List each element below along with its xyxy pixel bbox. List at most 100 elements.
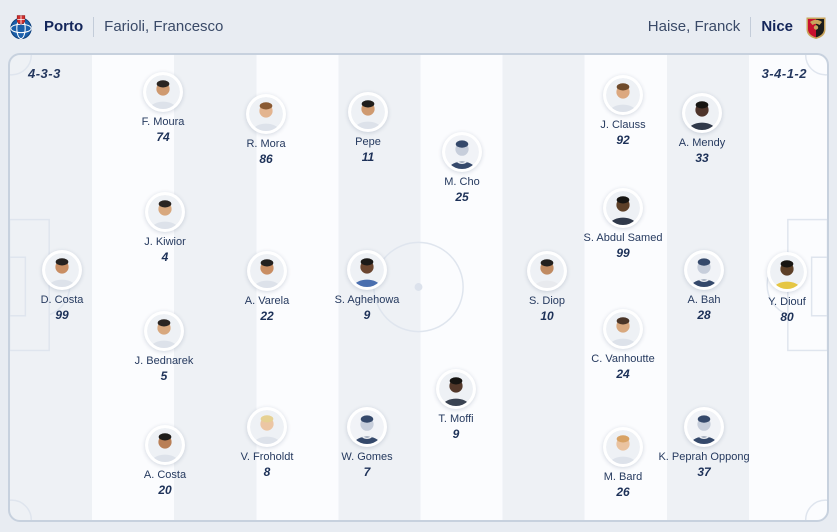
- player-name: V. Froholdt: [240, 451, 294, 463]
- player-number: 20: [158, 483, 172, 497]
- player-avatar[interactable]: [347, 407, 387, 447]
- player-photo-icon: [770, 255, 804, 289]
- lineups-header: Porto Farioli, Francesco Haise, Franck N…: [0, 0, 837, 53]
- player-j-bednarek[interactable]: J. Bednarek 5: [99, 311, 229, 383]
- player-avatar[interactable]: [143, 72, 183, 112]
- player-avatar[interactable]: [684, 250, 724, 290]
- player-v-froholdt[interactable]: V. Froholdt 8: [202, 407, 332, 479]
- player-number: 92: [616, 133, 630, 147]
- player-number: 4: [161, 250, 169, 264]
- player-number: 5: [160, 369, 168, 383]
- player-name: J. Kiwior: [144, 236, 186, 248]
- player-avatar[interactable]: [145, 192, 185, 232]
- player-avatar[interactable]: [347, 250, 387, 290]
- player-number: 22: [260, 309, 274, 323]
- player-m-cho[interactable]: M. Cho 25: [397, 132, 527, 204]
- player-j-clauss[interactable]: J. Clauss 92: [558, 75, 688, 147]
- player-avatar[interactable]: [145, 425, 185, 465]
- player-number: 74: [156, 130, 170, 144]
- player-avatar[interactable]: [767, 252, 807, 292]
- player-avatar[interactable]: [436, 369, 476, 409]
- player-t-moffi[interactable]: T. Moffi 9: [391, 369, 521, 441]
- player-avatar[interactable]: [42, 250, 82, 290]
- header-divider: [750, 16, 752, 37]
- player-name: J. Bednarek: [134, 355, 194, 367]
- player-avatar[interactable]: [684, 407, 724, 447]
- player-s-diop[interactable]: S. Diop 10: [482, 251, 612, 323]
- home-team-group: Porto Farioli, Francesco: [8, 14, 223, 40]
- player-placeholder-icon: [687, 410, 721, 444]
- player-photo-icon: [250, 410, 284, 444]
- player-photo-icon: [148, 428, 182, 462]
- player-s-abdul-samed[interactable]: S. Abdul Samed 99: [558, 188, 688, 260]
- away-team-group: Haise, Franck Nice: [648, 14, 829, 40]
- player-w-gomes[interactable]: W. Gomes 7: [302, 407, 432, 479]
- player-avatar[interactable]: [246, 94, 286, 134]
- player-number: 86: [259, 152, 273, 166]
- header-divider: [93, 16, 95, 37]
- player-number: 24: [616, 367, 630, 381]
- player-m-bard[interactable]: M. Bard 26: [558, 427, 688, 499]
- player-number: 99: [55, 308, 69, 322]
- player-number: 33: [695, 151, 709, 165]
- away-team-name[interactable]: Nice: [761, 18, 793, 35]
- player-s-aghehowa[interactable]: S. Aghehowa 9: [302, 250, 432, 322]
- player-name: M. Cho: [444, 176, 480, 188]
- player-f-moura[interactable]: F. Moura 74: [98, 72, 228, 144]
- player-number: 99: [616, 246, 630, 260]
- player-photo-icon: [606, 312, 640, 346]
- player-avatar[interactable]: [144, 311, 184, 351]
- player-c-vanhoutte[interactable]: C. Vanhoutte 24: [558, 309, 688, 381]
- player-number: 80: [780, 310, 794, 324]
- player-photo-icon: [147, 314, 181, 348]
- player-name: Y. Diouf: [768, 296, 806, 308]
- porto-crest-icon[interactable]: [8, 14, 34, 40]
- away-manager-name: Haise, Franck: [647, 18, 741, 35]
- home-team-name[interactable]: Porto: [44, 18, 84, 35]
- player-j-kiwior[interactable]: J. Kiwior 4: [100, 192, 230, 264]
- player-avatar[interactable]: [527, 251, 567, 291]
- player-avatar[interactable]: [603, 188, 643, 228]
- player-a-costa[interactable]: A. Costa 20: [100, 425, 230, 497]
- player-avatar[interactable]: [247, 407, 287, 447]
- player-photo-icon: [146, 75, 180, 109]
- player-number: 8: [263, 465, 271, 479]
- player-name: Pepe: [355, 136, 381, 148]
- player-avatar[interactable]: [603, 75, 643, 115]
- player-name: S. Abdul Samed: [583, 232, 663, 244]
- player-a-varela[interactable]: A. Varela 22: [202, 251, 332, 323]
- player-avatar[interactable]: [348, 92, 388, 132]
- pitch: [8, 53, 829, 522]
- player-photo-icon: [250, 254, 284, 288]
- away-formation-label: 3-4-1-2: [761, 66, 807, 81]
- player-name: S. Aghehowa: [334, 294, 400, 306]
- player-a-mendy[interactable]: A. Mendy 33: [637, 93, 767, 165]
- player-name: J. Clauss: [600, 119, 646, 131]
- player-r-mora[interactable]: R. Mora 86: [201, 94, 331, 166]
- player-avatar[interactable]: [442, 132, 482, 172]
- player-name: A. Costa: [143, 469, 187, 481]
- player-k-peprah-oppong[interactable]: K. Peprah Oppong 37: [639, 407, 769, 479]
- player-number: 26: [616, 485, 630, 499]
- player-a-bah[interactable]: A. Bah 28: [639, 250, 769, 322]
- player-placeholder-icon: [687, 253, 721, 287]
- home-manager-name: Farioli, Francesco: [104, 18, 224, 35]
- player-avatar[interactable]: [603, 309, 643, 349]
- player-photo-icon: [685, 96, 719, 130]
- player-name: C. Vanhoutte: [591, 353, 655, 365]
- player-avatar[interactable]: [603, 427, 643, 467]
- player-y-diouf[interactable]: Y. Diouf 80: [722, 252, 837, 324]
- player-name: W. Gomes: [341, 451, 393, 463]
- home-formation-label: 4-3-3: [28, 66, 61, 81]
- player-avatar[interactable]: [682, 93, 722, 133]
- player-photo-icon: [350, 253, 384, 287]
- player-pepe[interactable]: Pepe 11: [303, 92, 433, 164]
- nice-crest-icon[interactable]: [803, 14, 829, 40]
- player-photo-icon: [439, 372, 473, 406]
- player-photo-icon: [249, 97, 283, 131]
- player-number: 9: [363, 308, 371, 322]
- player-placeholder-icon: [350, 410, 384, 444]
- player-photo-icon: [606, 430, 640, 464]
- player-avatar[interactable]: [247, 251, 287, 291]
- player-d-costa[interactable]: D. Costa 99: [0, 250, 127, 322]
